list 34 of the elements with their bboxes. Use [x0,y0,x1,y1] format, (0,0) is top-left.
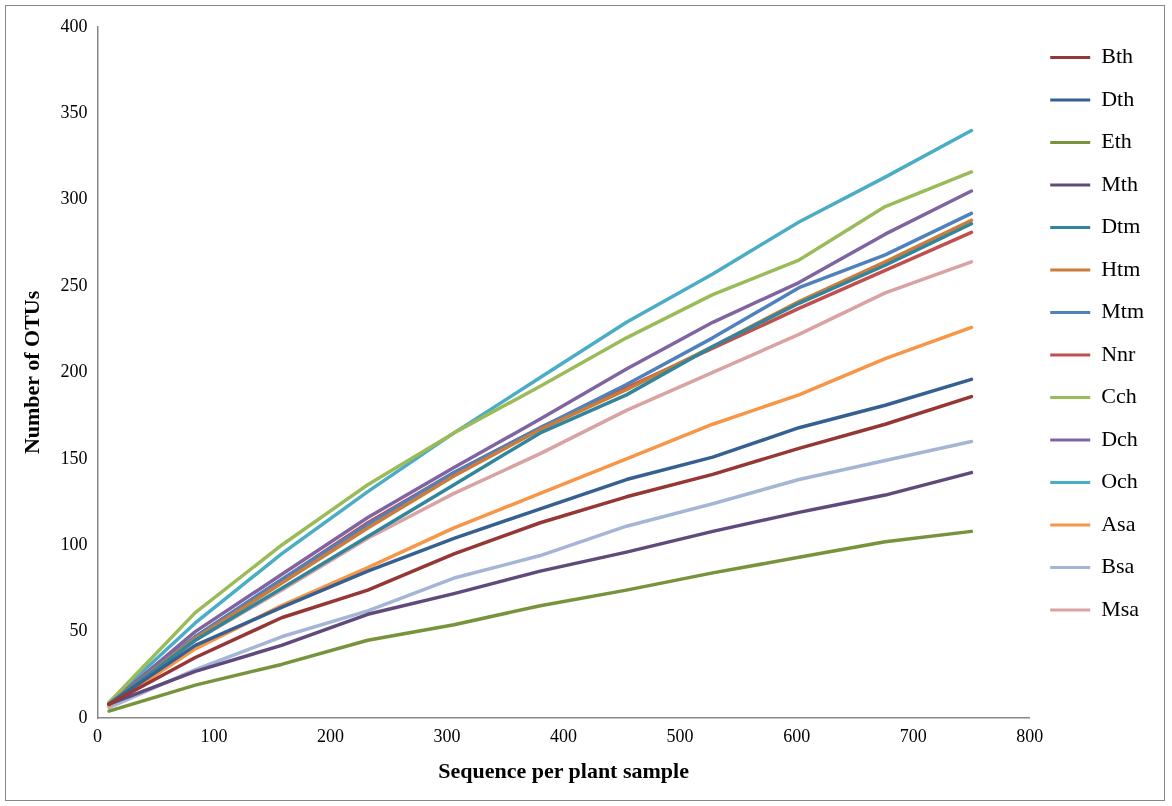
legend-label: Dth [1101,85,1135,111]
legend-label: Asa [1101,510,1136,536]
legend-label: Bsa [1101,553,1135,579]
legend-label: Mth [1101,170,1138,196]
y-axis-title: Number of OTUs [18,290,44,455]
y-tick-label: 100 [60,533,88,554]
x-tick-label: 200 [316,725,344,746]
y-tick-label: 150 [60,447,88,468]
x-tick-label: 400 [550,725,578,746]
y-tick-label: 200 [60,361,88,382]
legend-label: Nnr [1101,340,1137,366]
y-tick-label: 0 [78,706,88,727]
x-tick-label: 600 [783,725,811,746]
y-tick-label: 250 [60,274,88,295]
legend-label: Msa [1101,595,1140,621]
x-tick-label: 800 [1016,725,1044,746]
x-tick-label: 100 [200,725,228,746]
x-tick-label: 500 [666,725,694,746]
y-tick-label: 400 [60,15,88,36]
y-tick-label: 50 [69,620,88,641]
legend-label: Mtm [1101,298,1145,324]
x-tick-label: 700 [899,725,927,746]
x-tick-label: 0 [92,725,102,746]
legend-label: Htm [1101,255,1141,281]
x-axis-title: Sequence per plant sample [438,758,690,784]
legend-label: Cch [1101,383,1137,409]
legend-label: Bth [1101,43,1134,69]
y-tick-label: 300 [60,188,88,209]
legend-label: Eth [1101,128,1132,154]
legend-label: Dch [1101,425,1138,451]
legend-label: Dtm [1101,213,1141,239]
y-tick-label: 350 [60,101,88,122]
legend-label: Och [1101,468,1138,494]
x-tick-label: 300 [433,725,461,746]
